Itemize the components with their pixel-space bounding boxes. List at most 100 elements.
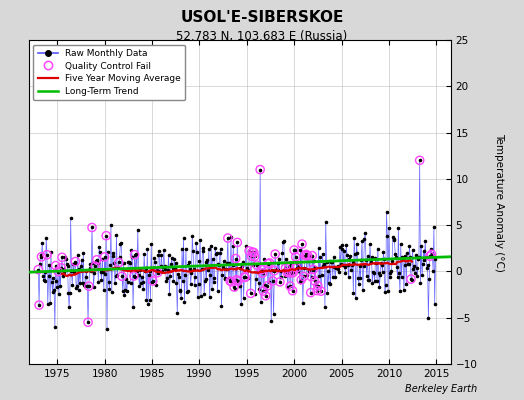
Point xyxy=(70,260,79,266)
Point xyxy=(242,242,250,249)
Point xyxy=(330,264,339,270)
Point xyxy=(145,272,153,278)
Point xyxy=(357,257,365,264)
Point xyxy=(311,264,320,270)
Point xyxy=(335,269,343,275)
Point xyxy=(52,278,61,284)
Point xyxy=(330,254,338,260)
Point xyxy=(389,236,398,242)
Point xyxy=(428,251,436,258)
Point xyxy=(134,226,142,233)
Text: Berkeley Earth: Berkeley Earth xyxy=(405,384,477,394)
Point xyxy=(256,166,265,173)
Point xyxy=(136,267,144,274)
Point xyxy=(258,270,267,276)
Point xyxy=(406,254,414,260)
Point xyxy=(263,283,271,289)
Point xyxy=(299,273,308,280)
Point xyxy=(147,241,156,248)
Point xyxy=(308,252,316,259)
Point xyxy=(263,283,271,289)
Point xyxy=(392,254,400,260)
Point xyxy=(152,266,161,272)
Point xyxy=(38,240,47,246)
Point xyxy=(275,256,283,262)
Point xyxy=(112,273,120,279)
Point xyxy=(56,268,64,274)
Point xyxy=(343,252,351,258)
Point xyxy=(258,266,266,273)
Point xyxy=(349,290,357,296)
Point xyxy=(269,278,277,284)
Point xyxy=(168,265,177,271)
Point xyxy=(143,246,151,252)
Point xyxy=(409,266,418,272)
Point xyxy=(426,253,434,259)
Point xyxy=(210,274,219,281)
Point xyxy=(128,254,136,260)
Point xyxy=(383,232,391,239)
Point xyxy=(378,262,386,269)
Point xyxy=(90,284,98,290)
Point xyxy=(45,262,53,268)
Point xyxy=(170,256,178,262)
Point xyxy=(336,244,344,251)
Point xyxy=(37,252,45,258)
Point xyxy=(133,268,141,274)
Point xyxy=(223,260,231,266)
Point xyxy=(108,252,117,259)
Point xyxy=(358,287,367,294)
Point xyxy=(241,274,249,280)
Point xyxy=(182,288,191,295)
Point xyxy=(90,270,99,276)
Point xyxy=(399,255,407,262)
Point xyxy=(115,253,124,260)
Point xyxy=(375,284,384,290)
Point xyxy=(290,247,298,253)
Point xyxy=(290,247,298,253)
Point xyxy=(325,280,333,286)
Point xyxy=(238,259,247,266)
Point xyxy=(104,279,113,285)
Point xyxy=(285,270,293,276)
Point xyxy=(70,268,78,275)
Point xyxy=(288,270,296,276)
Point xyxy=(191,274,200,280)
Point xyxy=(269,278,277,284)
Point xyxy=(322,219,330,225)
Point xyxy=(76,280,84,286)
Point xyxy=(131,274,139,280)
Point xyxy=(280,238,288,244)
Point xyxy=(192,240,200,247)
Point xyxy=(257,299,265,305)
Point xyxy=(36,260,44,267)
Point xyxy=(302,272,311,278)
Point xyxy=(352,240,361,247)
Point xyxy=(315,272,324,279)
Point xyxy=(146,297,155,303)
Point xyxy=(266,267,275,273)
Point xyxy=(334,263,343,269)
Point xyxy=(282,256,290,262)
Point xyxy=(289,269,298,276)
Point xyxy=(169,278,178,284)
Point xyxy=(96,249,104,256)
Point xyxy=(53,284,61,290)
Point xyxy=(431,256,440,262)
Point xyxy=(193,249,201,255)
Point xyxy=(259,288,268,294)
Point xyxy=(354,275,362,281)
Point xyxy=(66,290,74,296)
Point xyxy=(207,243,215,250)
Point xyxy=(37,254,46,260)
Point xyxy=(416,157,424,164)
Point xyxy=(74,286,83,293)
Point xyxy=(138,279,147,285)
Point xyxy=(160,247,168,254)
Point xyxy=(394,224,402,231)
Point xyxy=(268,267,276,273)
Point xyxy=(88,224,96,231)
Point xyxy=(110,260,118,266)
Point xyxy=(34,266,42,273)
Point xyxy=(366,241,374,248)
